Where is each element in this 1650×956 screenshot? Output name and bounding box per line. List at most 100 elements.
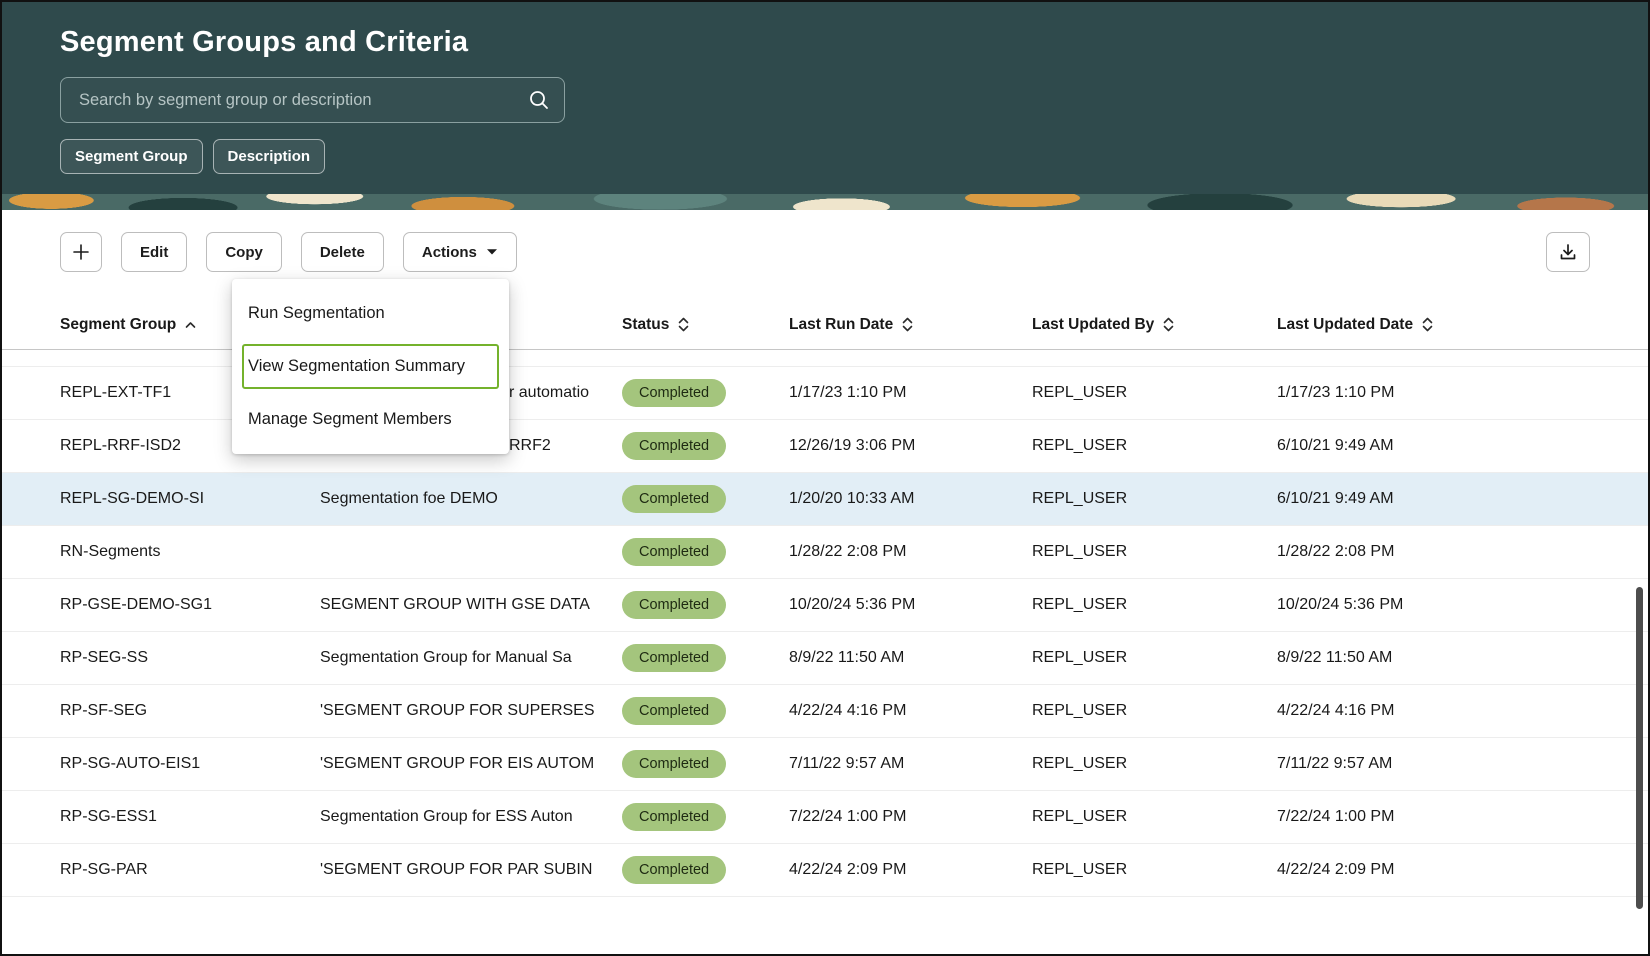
cell-description: Segmentation foe DEMO [320, 490, 498, 507]
table-row[interactable]: RN-Segments Completed 1/28/22 2:08 PM RE… [2, 526, 1648, 579]
table-row[interactable]: RP-SF-SEG 'SEGMENT GROUP FOR SUPERSES Co… [2, 685, 1648, 738]
cell-description: 'SEGMENT GROUP FOR SUPERSES [320, 702, 595, 719]
cell-last-run-date: 4/22/24 2:09 PM [789, 861, 907, 878]
actions-menu: Run Segmentation View Segmentation Summa… [232, 279, 509, 454]
cell-last-updated-date: 10/20/24 5:36 PM [1277, 596, 1404, 613]
cell-segment-group: RN-Segments [60, 543, 161, 560]
actions-button-label: Actions [421, 243, 477, 261]
column-label: Last Updated Date [1277, 315, 1414, 333]
export-button[interactable] [1546, 232, 1590, 272]
cell-description: Segmentation Group for Manual Sa [320, 649, 572, 666]
cell-description: Segmentation Group for ESS Auton [320, 808, 573, 825]
status-badge: Completed [622, 538, 727, 566]
column-label: Status [622, 315, 670, 333]
cell-last-run-date: 7/22/24 1:00 PM [789, 808, 907, 825]
segment-groups-table: Segment Group Status Last Run Date [2, 300, 1648, 897]
cell-last-run-date: 1/17/23 1:10 PM [789, 384, 907, 401]
status-badge: Completed [622, 591, 727, 619]
table-row[interactable]: RP-SG-AUTO-EIS1 'SEGMENT GROUP FOR EIS A… [2, 738, 1648, 791]
cell-segment-group: REPL-SG-DEMO-SI [60, 490, 205, 507]
table-row[interactable]: RP-SEG-SS Segmentation Group for Manual … [2, 632, 1648, 685]
column-label: Last Run Date [789, 315, 894, 333]
cell-segment-group: RP-SG-AUTO-EIS1 [60, 755, 201, 772]
column-label: Last Updated By [1032, 315, 1155, 333]
chevron-up-down-icon [1422, 317, 1433, 332]
actions-button[interactable]: Actions [402, 232, 517, 272]
column-header-segment-group[interactable]: Segment Group [60, 316, 320, 334]
filter-chip-description[interactable]: Description [212, 139, 326, 174]
menu-item-run-segmentation[interactable]: Run Segmentation [248, 304, 385, 322]
column-header-last-updated-by[interactable]: Last Updated By [1032, 316, 1277, 334]
cell-last-run-date: 4/22/24 4:16 PM [789, 702, 907, 719]
cell-last-run-date: 12/26/19 3:06 PM [789, 437, 916, 454]
copy-button[interactable]: Copy [206, 232, 282, 272]
cell-last-updated-by: REPL_USER [1032, 543, 1128, 560]
table-row[interactable]: RP-SG-ESS1 Segmentation Group for ESS Au… [2, 791, 1648, 844]
search-input[interactable] [77, 89, 528, 111]
status-badge: Completed [622, 379, 727, 407]
page-title: Segment Groups and Criteria [60, 26, 469, 58]
cell-last-updated-date: 1/17/23 1:10 PM [1277, 384, 1395, 401]
cell-last-run-date: 10/20/24 5:36 PM [789, 596, 916, 613]
cell-last-run-date: 7/11/22 9:57 AM [789, 755, 905, 772]
vertical-scrollbar-thumb[interactable] [1636, 587, 1643, 909]
cell-segment-group: RP-GSE-DEMO-SG1 [60, 596, 213, 613]
table-row[interactable]: REPL-EXT-TF1 r automatio Completed 1/17/… [2, 367, 1648, 420]
cell-last-updated-by: REPL_USER [1032, 384, 1128, 401]
page-header: Segment Groups and Criteria Segment Grou… [2, 2, 1648, 194]
cell-status: Completed [622, 803, 789, 831]
table-row-selected[interactable]: REPL-SG-DEMO-SI Segmentation foe DEMO Co… [2, 473, 1648, 526]
cell-last-updated-by: REPL_USER [1032, 808, 1128, 825]
cell-last-run-date: 1/20/20 10:33 AM [789, 490, 915, 507]
add-button[interactable] [60, 232, 102, 272]
cell-status: Completed [622, 538, 789, 566]
cell-last-updated-by: REPL_USER [1032, 702, 1128, 719]
table-row[interactable]: RP-SG-PAR 'SEGMENT GROUP FOR PAR SUBIN C… [2, 844, 1648, 897]
toolbar: Edit Copy Delete Actions [2, 210, 1648, 272]
cell-segment-group: RP-SG-ESS1 [60, 808, 157, 825]
table-row[interactable]: RP-GSE-DEMO-SG1 SEGMENT GROUP WITH GSE D… [2, 579, 1648, 632]
search-box[interactable] [60, 77, 565, 123]
chevron-up-down-icon [902, 317, 913, 332]
cell-description: r automatio [509, 384, 590, 401]
cell-status: Completed [622, 856, 789, 884]
cell-segment-group: RP-SEG-SS [60, 649, 149, 666]
cell-last-run-date: 1/28/22 2:08 PM [789, 543, 907, 560]
cell-status: Completed [622, 591, 789, 619]
cell-last-updated-date: 7/11/22 9:57 AM [1277, 755, 1393, 772]
cell-last-updated-date: 4/22/24 2:09 PM [1277, 861, 1395, 878]
cell-segment-group: REPL-RRF-ISD2 [60, 437, 181, 454]
column-header-last-updated-date[interactable]: Last Updated Date [1277, 316, 1590, 334]
cell-description: SEGMENT GROUP WITH GSE DATA [320, 596, 590, 613]
column-header-status[interactable]: Status [622, 316, 789, 334]
cell-status: Completed [622, 485, 789, 513]
cell-last-updated-date: 6/10/21 9:49 AM [1277, 437, 1394, 454]
menu-item-view-segmentation-summary[interactable]: View Segmentation Summary [242, 344, 499, 389]
edit-button[interactable]: Edit [121, 232, 188, 272]
table-row[interactable]: REPL-RRF-ISD2 RRF2 Completed 12/26/19 3:… [2, 420, 1648, 473]
filter-chip-segment-group[interactable]: Segment Group [60, 139, 203, 174]
plus-icon [71, 242, 91, 262]
delete-button[interactable]: Delete [300, 232, 384, 272]
cell-status: Completed [622, 379, 789, 407]
cell-description: RRF2 [509, 437, 551, 454]
main-content: Edit Copy Delete Actions [2, 210, 1648, 954]
partially-scrolled-row [2, 350, 1648, 367]
cell-last-updated-date: 7/22/24 1:00 PM [1277, 808, 1395, 825]
cell-last-updated-by: REPL_USER [1032, 490, 1128, 507]
cell-last-updated-date: 4/22/24 4:16 PM [1277, 702, 1395, 719]
cell-status: Completed [622, 750, 789, 778]
cell-segment-group: RP-SF-SEG [60, 702, 148, 719]
decorative-banner [2, 194, 1648, 210]
search-icon[interactable] [528, 89, 550, 111]
column-header-last-run-date[interactable]: Last Run Date [789, 316, 1032, 334]
table-header-row: Segment Group Status Last Run Date [2, 300, 1648, 350]
cell-last-updated-by: REPL_USER [1032, 861, 1128, 878]
menu-item-manage-segment-members[interactable]: Manage Segment Members [248, 410, 452, 428]
status-badge: Completed [622, 485, 727, 513]
chevron-down-icon [486, 248, 498, 256]
chevron-up-icon [185, 321, 196, 329]
cell-last-run-date: 8/9/22 11:50 AM [789, 649, 905, 666]
cell-last-updated-date: 8/9/22 11:50 AM [1277, 649, 1393, 666]
cell-last-updated-date: 6/10/21 9:49 AM [1277, 490, 1394, 507]
